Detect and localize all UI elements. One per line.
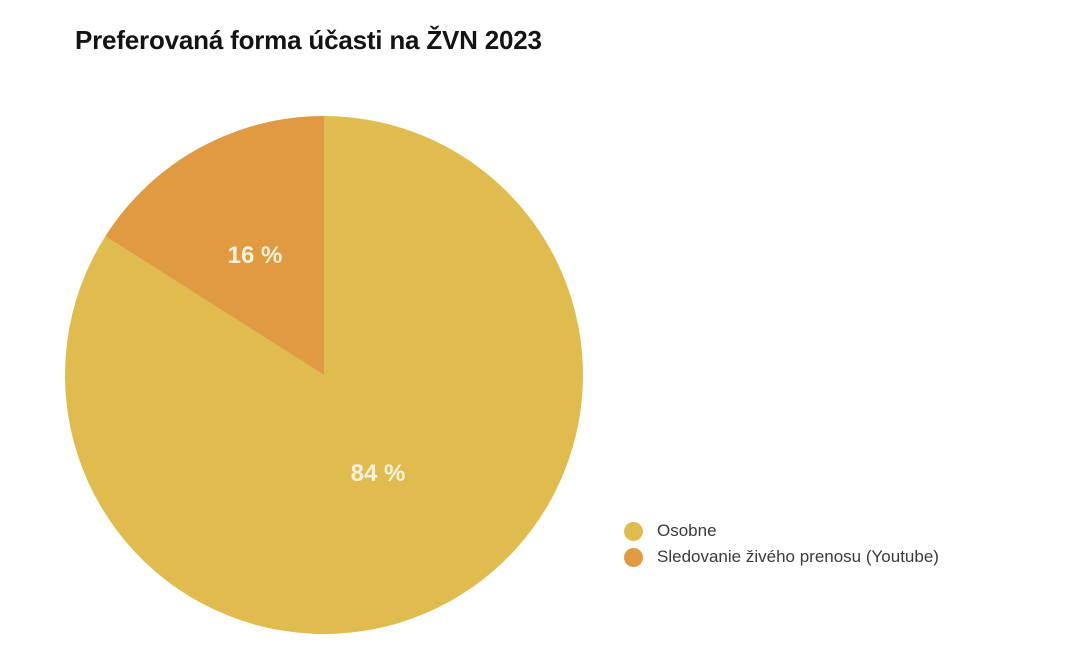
legend-item-osobne: Osobne — [624, 518, 939, 544]
pie-slice-0 — [65, 116, 583, 634]
legend-item-sledovanie: Sledovanie živého prenosu (Youtube) — [624, 544, 939, 570]
legend-label-osobne: Osobne — [657, 521, 717, 540]
legend-label-sledovanie: Sledovanie živého prenosu (Youtube) — [657, 547, 939, 566]
chart-title: Preferovaná forma účasti na ŽVN 2023 — [75, 25, 542, 55]
legend-swatch-sledovanie-icon — [624, 547, 643, 567]
legend-swatch-osobne-icon — [624, 521, 643, 541]
legend: Osobne Sledovanie živého prenosu (Youtub… — [624, 518, 939, 570]
pie-svg — [65, 116, 583, 634]
pie-slice-1 — [105, 116, 324, 375]
pie-chart: 84 % 16 % — [65, 116, 583, 634]
